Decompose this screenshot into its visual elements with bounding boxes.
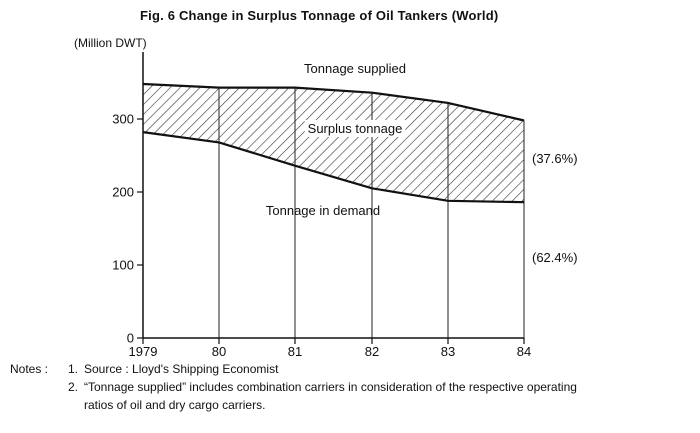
surplus-tonnage-label: Surplus tonnage (308, 121, 403, 136)
notes: Notes : 1. Source : Lloyd's Shipping Econo… (10, 360, 577, 414)
x-tick-label-1979: 1979 (129, 344, 158, 359)
axes (137, 52, 525, 344)
note-2-text: “Tonnage supplied” includes combination … (84, 380, 577, 394)
x-tick-label-83: 83 (441, 344, 455, 359)
note-1-number: 1. (68, 362, 79, 376)
surplus-label-background (304, 120, 406, 137)
x-tick-label-81: 81 (288, 344, 302, 359)
y-tick-label-0: 0 (127, 331, 134, 346)
y-axis-unit-label: (Million DWT) (74, 36, 147, 50)
surplus-percent-label: (37.6%) (532, 151, 578, 166)
tonnage-supplied-line (142, 82, 525, 122)
y-tick-label-300: 300 (112, 112, 134, 127)
demand-percent-label: (62.4%) (532, 250, 578, 265)
y-tick-label-100: 100 (112, 258, 134, 273)
note-2-number: 2. (68, 380, 79, 394)
tonnage-in-demand-label: Tonnage in demand (266, 203, 380, 218)
x-tick-label-84: 84 (517, 344, 531, 359)
x-tick-label-80: 80 (212, 344, 226, 359)
surplus-area (143, 84, 524, 203)
notes-label: Notes : (10, 362, 49, 376)
tonnage-supplied-label: Tonnage supplied (304, 61, 406, 76)
tonnage-in-demand-line (142, 131, 525, 204)
chart-title: Fig. 6 Change in Surplus Tonnage of Oil … (140, 8, 499, 23)
y-tick-label-200: 200 (112, 185, 134, 200)
note-1-text: Source : Lloyd's Shipping Economist (84, 362, 279, 376)
note-2-continuation: ratios of oil and dry cargo carriers. (84, 398, 266, 412)
x-tick-label-82: 82 (365, 344, 379, 359)
